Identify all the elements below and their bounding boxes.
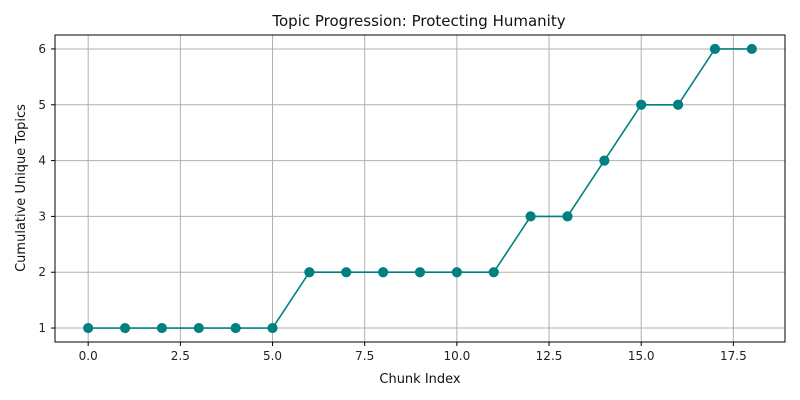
data-point: [83, 322, 94, 334]
plot-area-frame: [54, 34, 786, 343]
chart-title: Topic Progression: Protecting Humanity: [271, 12, 565, 30]
data-point: [672, 99, 684, 110]
data-point: [488, 267, 499, 278]
series-line: [88, 48, 752, 329]
series-markers: [83, 43, 757, 334]
data-point: [341, 267, 352, 278]
data-point: [451, 267, 462, 278]
y-tick-label: 5: [38, 98, 46, 112]
data-point: [304, 267, 315, 278]
data-point: [156, 322, 168, 334]
data-point: [746, 43, 757, 55]
data-point: [119, 322, 131, 334]
data-point: [709, 43, 721, 55]
y-axis-ticks: 1 2 3 4 5 6: [38, 42, 55, 335]
grid-lines: [55, 35, 785, 342]
data-point: [414, 267, 426, 278]
y-tick-label: 6: [38, 42, 46, 56]
x-tick-label: 15.0: [628, 349, 655, 363]
x-tick-label: 7.5: [355, 349, 374, 363]
y-tick-label: 2: [38, 265, 46, 279]
data-point: [267, 322, 278, 334]
data-point: [378, 267, 389, 278]
data-point: [599, 155, 610, 166]
data-point: [562, 211, 573, 222]
x-axis-ticks: 0.0 2.5 5.0 7.5 10.0 12.5 15.0 17.5: [79, 342, 747, 363]
x-tick-label: 12.5: [536, 349, 563, 363]
x-axis-label: Chunk Index: [379, 372, 461, 387]
data-point: [636, 99, 647, 110]
y-axis-label: Cumulative Unique Topics: [14, 104, 29, 272]
x-tick-label: 17.5: [720, 349, 747, 363]
y-tick-label: 3: [38, 209, 46, 223]
x-tick-label: 5.0: [263, 349, 282, 363]
data-point: [230, 322, 241, 334]
data-point: [193, 322, 204, 334]
data-point: [525, 211, 536, 222]
x-tick-label: 10.0: [444, 349, 471, 363]
x-tick-label: 0.0: [79, 349, 98, 363]
y-tick-label: 1: [38, 321, 46, 335]
y-tick-label: 4: [38, 154, 46, 168]
x-tick-label: 2.5: [171, 349, 190, 363]
